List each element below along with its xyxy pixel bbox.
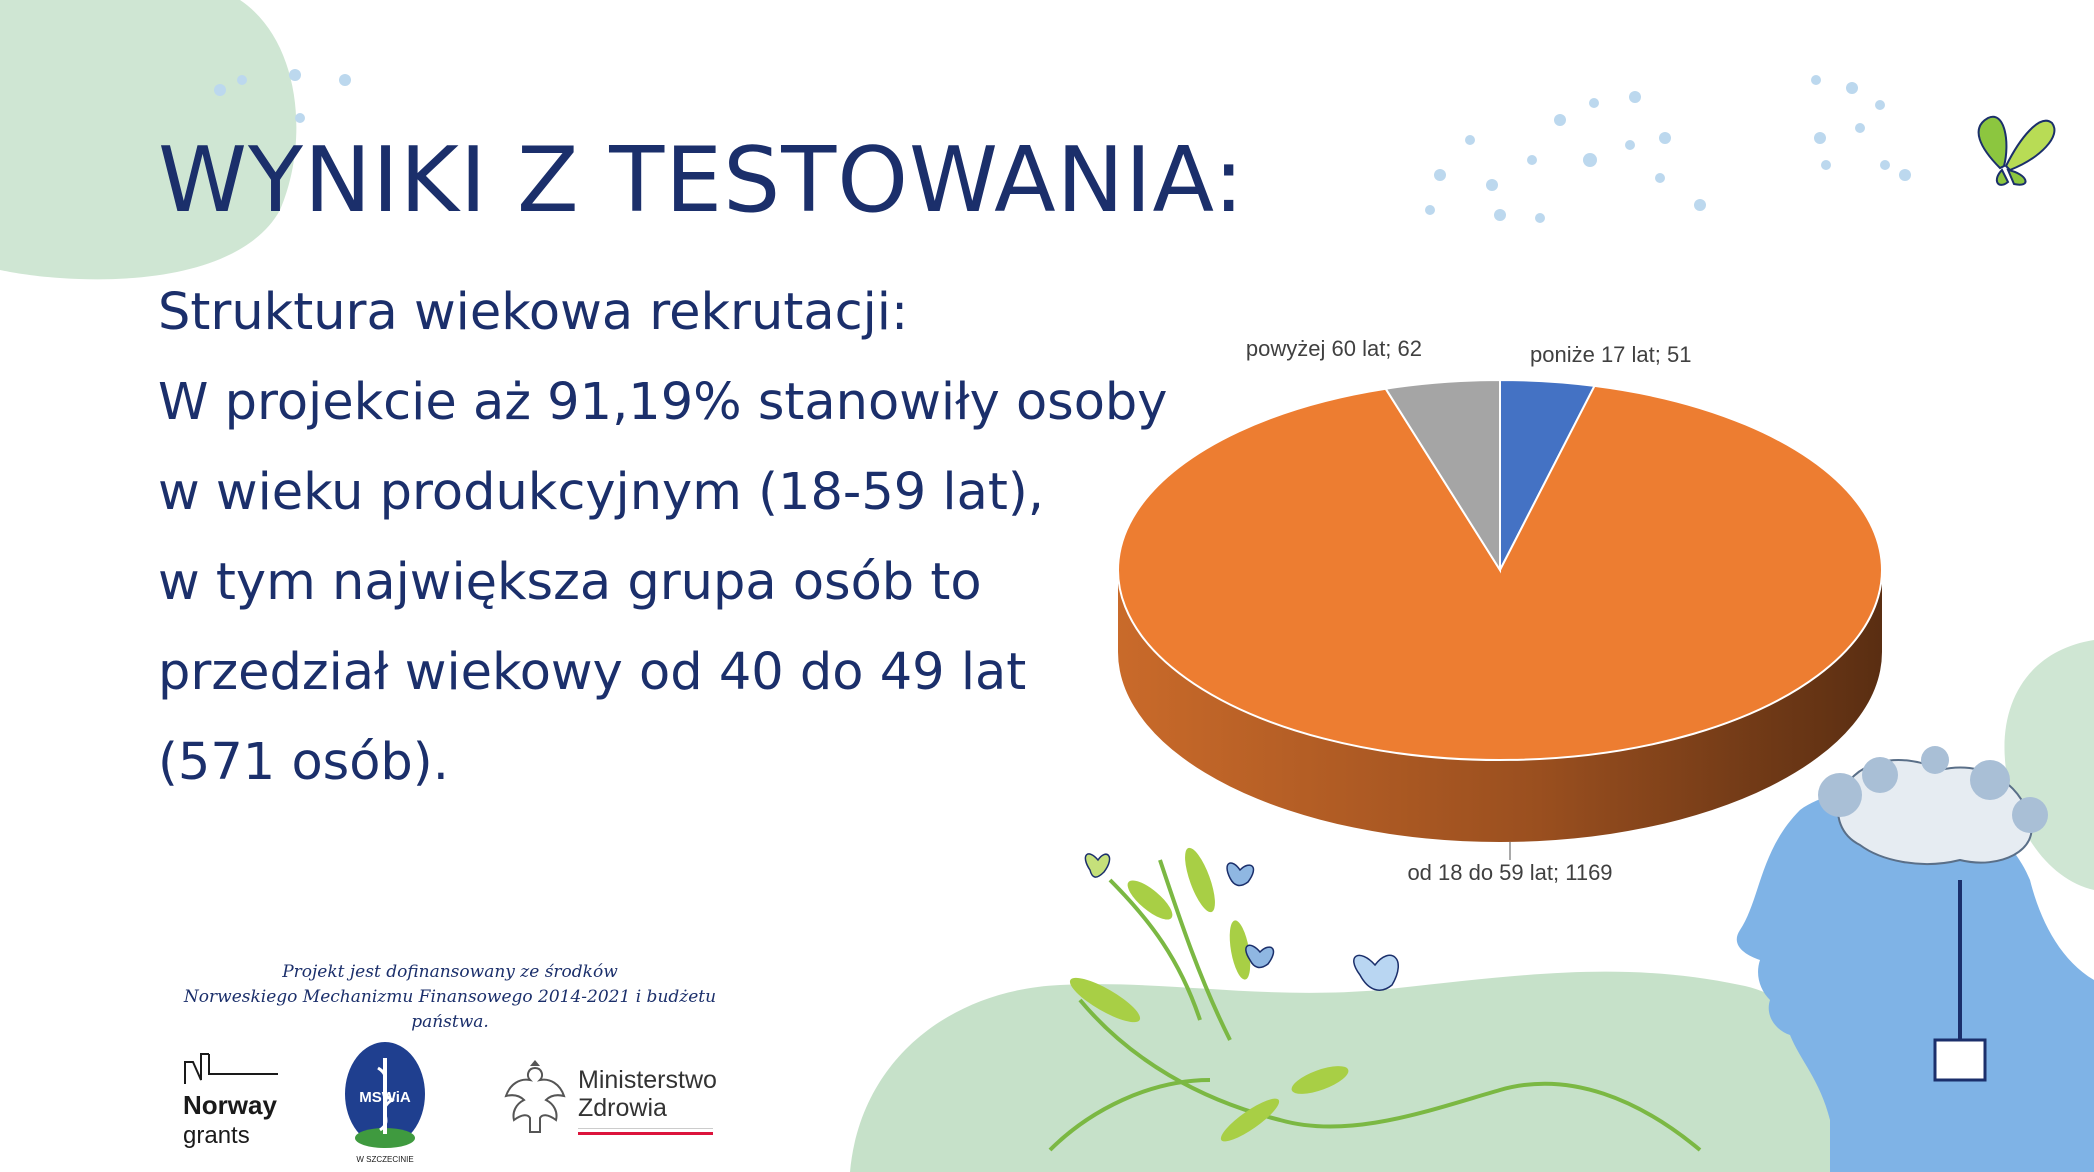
funding-line: Projekt jest dofinansowany ze środków xyxy=(282,962,618,982)
pie-data-label: poniże 17 lat; 51 xyxy=(1530,342,1691,367)
polish-flag-bar xyxy=(578,1128,713,1135)
butterfly-icon xyxy=(1353,954,1399,991)
norway-grants-logo-icon xyxy=(184,1053,278,1084)
polish-eagle-icon xyxy=(504,1060,566,1133)
butterfly-icon xyxy=(1084,853,1111,878)
butterfly-icon xyxy=(1226,862,1275,969)
mswia-logo: MSWiA W SZCZECINIE xyxy=(340,1038,430,1166)
mswia-logo-text: MSWiA xyxy=(359,1089,411,1106)
ministry-line: Zdrowia xyxy=(578,1094,667,1122)
pie-labels: poniże 17 lat; 51 od 18 do 59 lat; 1169 po… xyxy=(1246,336,1692,885)
norway-grants-logo: Norway grants xyxy=(183,1050,303,1160)
pie-slice-side xyxy=(1118,570,1882,842)
funding-line: Norweskiego Mechanizmu Finansowego 2014-… xyxy=(183,987,717,1032)
body-line: przedział wiekowy od 40 do 49 lat xyxy=(158,643,1027,702)
pie-data-label: od 18 do 59 lat; 1169 xyxy=(1407,860,1612,885)
plant-illustration xyxy=(1048,859,1702,1152)
pie-data-label: powyżej 60 lat; 62 xyxy=(1246,336,1422,361)
body-line: w tym największa grupa osób to xyxy=(158,553,982,612)
body-line: w wieku produkcyjnym (18-59 lat), xyxy=(158,463,1044,522)
mswia-city: W SZCZECINIE xyxy=(356,1155,413,1164)
body-line: Struktura wiekowa rekrutacji: xyxy=(158,283,909,342)
body-line: W projekcie aż 91,19% stanowiły osoby xyxy=(158,373,1168,432)
head-with-brain-illustration xyxy=(1736,746,2094,1172)
pie-slice xyxy=(1117,384,1883,761)
green-blob-top-left xyxy=(0,0,297,280)
pie-chart: poniże 17 lat; 51 od 18 do 59 lat; 1169 po… xyxy=(1117,336,1883,885)
decor-dots xyxy=(214,69,1911,223)
ministry-of-health-logo: Ministerstwo Zdrowia xyxy=(500,1060,740,1140)
funding-note: Projekt jest dofinansowany ze środków No… xyxy=(150,960,750,1035)
pie-slices xyxy=(1117,378,1883,842)
ministry-name: Ministerstwo Zdrowia xyxy=(578,1066,717,1122)
ministry-line: Ministerstwo xyxy=(578,1066,717,1094)
mswia-logo-icon: MSWiA W SZCZECINIE xyxy=(345,1042,425,1164)
leaves xyxy=(1069,847,1349,1142)
pie-slice xyxy=(1384,378,1501,574)
body-line: (571 osób). xyxy=(158,733,449,792)
norway-sub: grants xyxy=(183,1122,250,1149)
butterfly-icon xyxy=(1977,115,2056,186)
slide-body: Struktura wiekowa rekrutacji: W projekci… xyxy=(158,268,1168,808)
norway-name: Norway xyxy=(183,1090,277,1120)
slide-title: WYNIKI Z TESTOWANIA: xyxy=(158,128,1245,233)
